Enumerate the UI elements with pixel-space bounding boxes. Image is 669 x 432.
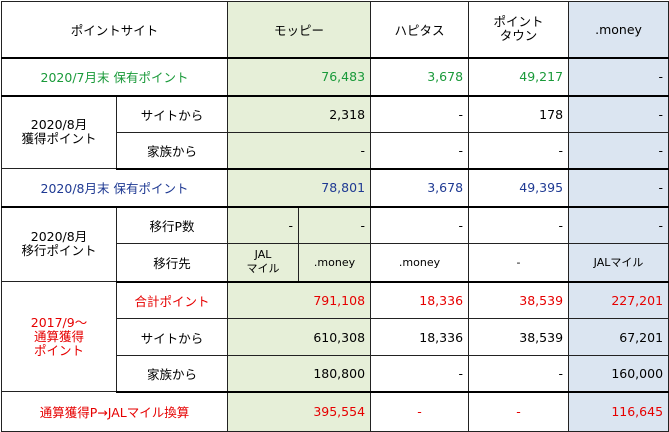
- aug-transfer-count-pointtown: -: [468, 206, 570, 244]
- cumulative-site-money: 67,201: [568, 318, 669, 356]
- aug-earned-family-hapitas: -: [370, 132, 470, 170]
- july-hapitas: 3,678: [370, 56, 470, 97]
- cumulative-family-pointtown: -: [468, 355, 570, 393]
- cumulative-total-pointtown: 38,539: [468, 281, 570, 319]
- row-conversion: 通算獲得P→JALマイル換算 395,554 - - 116,645: [0, 391, 669, 432]
- aug-earned-family-label: 家族から: [115, 132, 229, 170]
- aug-earned-family-money: -: [568, 132, 669, 170]
- aug-earned-site-moppy: 2,318: [227, 95, 372, 133]
- july-moppy: 76,483: [227, 56, 372, 97]
- header-hapitas: ハピタス: [370, 1, 470, 58]
- cumulative-total-label: 合計ポイント: [115, 281, 229, 319]
- aug-earned-site-hapitas: -: [370, 95, 470, 133]
- conversion-moppy: 395,554: [227, 391, 372, 432]
- row-aug-earned-site: 2020/8月 獲得ポイント サイトから 2,318 - 178 -: [1, 95, 669, 169]
- aug-hapitas: 3,678: [370, 168, 470, 208]
- header-site-label: ポイントサイト: [0, 1, 229, 58]
- aug-transfer-count-money: -: [568, 206, 669, 244]
- aug-holdings-label: 2020/8月末 保有ポイント: [0, 168, 229, 208]
- aug-transfer-dest-hapitas: .money: [370, 243, 470, 283]
- aug-transfer-label: 2020/8月 移行ポイント: [1, 206, 117, 282]
- aug-money: -: [568, 168, 669, 208]
- july-holdings-label: 2020/7月末 保有ポイント: [0, 56, 229, 97]
- cumulative-total-moppy: 791,108: [227, 281, 372, 319]
- cumulative-site-moppy: 610,308: [227, 318, 372, 356]
- header-money: .money: [568, 1, 669, 58]
- cumulative-site-hapitas: 18,336: [370, 318, 470, 356]
- aug-transfer-count-moppy-money: -: [298, 206, 372, 244]
- row-july-holdings: 2020/7月末 保有ポイント 76,483 3,678 49,217 -: [0, 56, 669, 97]
- header-row: ポイントサイト モッピー ハピタス ポイント タウン .money: [0, 1, 669, 58]
- conversion-label: 通算獲得P→JALマイル換算: [0, 391, 229, 432]
- aug-earned-label: 2020/8月 獲得ポイント: [1, 95, 117, 169]
- cumulative-site-pointtown: 38,539: [468, 318, 570, 356]
- conversion-hapitas: -: [370, 391, 470, 432]
- aug-transfer-dest-money: JALマイル: [568, 243, 669, 283]
- cumulative-label: 2017/9〜 通算獲得 ポイント: [1, 281, 117, 392]
- cumulative-family-label: 家族から: [115, 355, 229, 393]
- aug-transfer-dest-moppy-jal: JAL マイル: [227, 243, 300, 283]
- july-money: -: [568, 56, 669, 97]
- row-aug-transfer-count: 2020/8月 移行ポイント 移行P数 - - - - -: [1, 206, 669, 282]
- aug-earned-family-moppy: -: [227, 132, 372, 170]
- aug-earned-site-pointtown: 178: [468, 95, 570, 133]
- aug-transfer-count-label: 移行P数: [115, 206, 229, 244]
- conversion-pointtown: -: [468, 391, 570, 432]
- aug-earned-site-label: サイトから: [115, 95, 229, 133]
- row-cumulative-family: 家族から 180,800 - - 160,000: [2, 355, 669, 393]
- row-cumulative-total: 2017/9〜 通算獲得 ポイント 合計ポイント 791,108 18,336 …: [1, 281, 669, 392]
- row-cumulative-site: サイトから 610,308 18,336 38,539 67,201: [2, 318, 669, 356]
- row-aug-earned-family: 家族から - - - -: [2, 132, 669, 170]
- cumulative-total-money: 227,201: [568, 281, 669, 319]
- header-pointtown: ポイント タウン: [468, 1, 570, 58]
- cumulative-family-hapitas: -: [370, 355, 470, 393]
- aug-earned-family-pointtown: -: [468, 132, 570, 170]
- aug-transfer-count-moppy-jal: -: [227, 206, 300, 244]
- row-aug-holdings: 2020/8月末 保有ポイント 78,801 3,678 49,395 -: [0, 168, 669, 208]
- conversion-money: 116,645: [568, 391, 669, 432]
- cumulative-total-hapitas: 18,336: [370, 281, 470, 319]
- cumulative-family-moppy: 180,800: [227, 355, 372, 393]
- cumulative-family-money: 160,000: [568, 355, 669, 393]
- cumulative-site-label: サイトから: [115, 318, 229, 356]
- header-moppy: モッピー: [227, 1, 372, 58]
- aug-transfer-count-hapitas: -: [370, 206, 470, 244]
- row-aug-transfer-dest: 移行先 JAL マイル .money .money - JALマイル: [2, 243, 669, 283]
- aug-moppy: 78,801: [227, 168, 372, 208]
- july-pointtown: 49,217: [468, 56, 570, 97]
- aug-transfer-dest-moppy-money: .money: [298, 243, 372, 283]
- aug-pointtown: 49,395: [468, 168, 570, 208]
- aug-transfer-dest-label: 移行先: [115, 243, 229, 283]
- aug-earned-site-money: -: [568, 95, 669, 133]
- aug-transfer-dest-pointtown: -: [468, 243, 570, 283]
